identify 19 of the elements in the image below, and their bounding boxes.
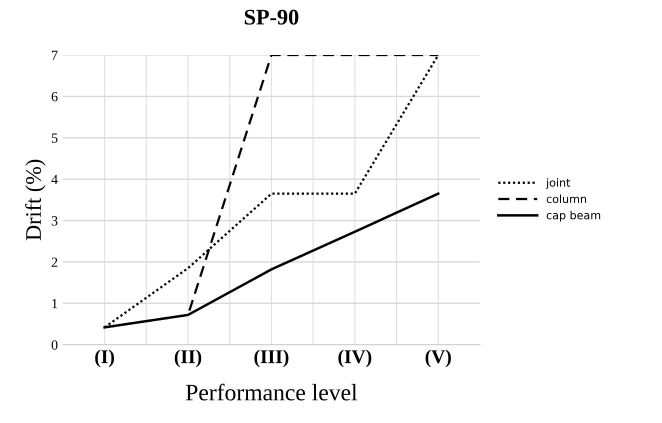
y-tick-label: 2 xyxy=(52,258,58,267)
y-tick-label: 7 xyxy=(52,50,58,60)
x-tick-label: (II) xyxy=(174,350,202,368)
x-tick-label: (III) xyxy=(254,350,288,368)
x-tick-label: (IV) xyxy=(338,350,372,368)
x-tick-label: (V) xyxy=(426,350,451,368)
y-tick-label: 0 xyxy=(52,340,58,350)
y-tick-label: 6 xyxy=(52,92,58,102)
y-axis-title: Drift (%) xyxy=(25,160,46,240)
y-tick-label: 5 xyxy=(52,134,58,143)
y-tick-label: 3 xyxy=(52,216,58,226)
y-tick-label: 1 xyxy=(52,299,58,308)
legend-label: cap beam xyxy=(546,210,600,222)
y-tick-label: 4 xyxy=(51,174,58,184)
chart-title: SP-90 xyxy=(244,10,298,25)
legend-label: joint xyxy=(546,178,570,189)
x-tick-label: (I) xyxy=(95,350,114,368)
legend-label: column xyxy=(546,194,586,204)
x-axis-title: Performance level xyxy=(186,384,358,401)
